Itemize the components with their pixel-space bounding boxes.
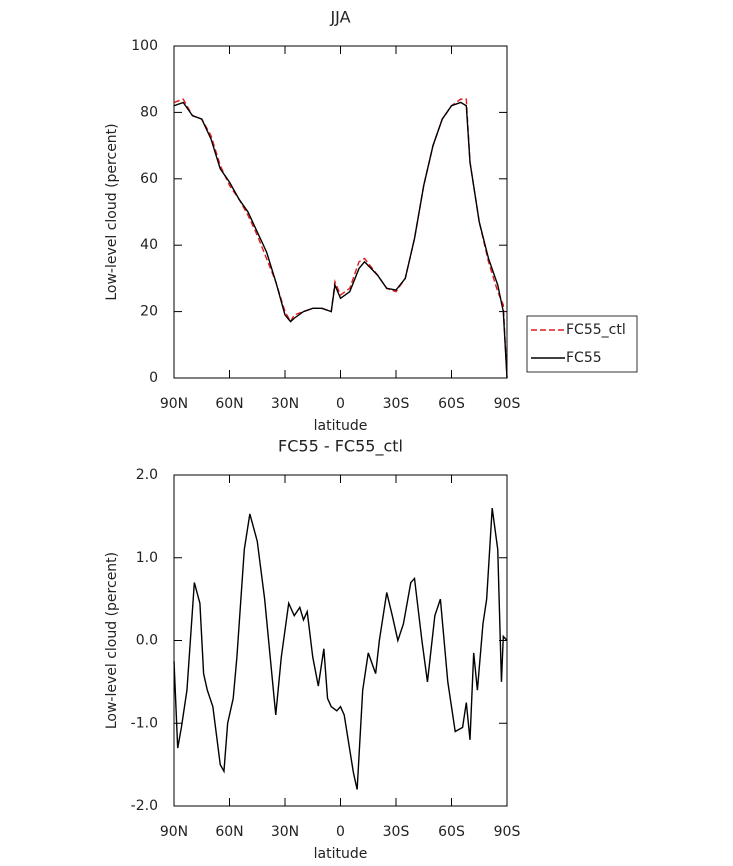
x-tick-label: 90N	[160, 824, 188, 840]
x-tick-label: 60S	[438, 824, 465, 840]
y-tick-label: 0.0	[136, 633, 158, 649]
x-axis-label: latitude	[314, 846, 368, 862]
series-line	[173, 101, 508, 379]
x-tick-label: 30S	[383, 824, 410, 840]
chart-title: JJA	[329, 8, 350, 27]
x-tick-label: 90S	[494, 824, 521, 840]
y-tick-label: 2.0	[136, 467, 158, 483]
legend-box	[526, 315, 638, 373]
y-tick-label: 40	[140, 237, 158, 253]
y-tick-label: 60	[140, 171, 158, 187]
y-axis-label: Low-level cloud (percent)	[104, 552, 120, 729]
x-tick-label: 30S	[383, 396, 410, 412]
x-tick-label: 90S	[494, 396, 521, 412]
y-tick-label: 80	[140, 104, 158, 120]
y-tick-label: 20	[140, 304, 158, 320]
plot-frame	[173, 474, 508, 807]
legend-label: FC55	[566, 350, 602, 366]
x-tick-label: 30N	[271, 396, 299, 412]
x-tick-label: 90N	[160, 396, 188, 412]
y-tick-label: -2.0	[131, 798, 158, 814]
y-tick-label: 0	[149, 370, 158, 386]
x-tick-label: 30N	[271, 824, 299, 840]
y-tick-label: 1.0	[136, 550, 158, 566]
chart-title: FC55 - FC55_ctl	[278, 437, 403, 457]
x-tick-label: 0	[336, 824, 345, 840]
series-line	[173, 508, 508, 790]
x-tick-label: 0	[336, 396, 345, 412]
x-tick-label: 60N	[215, 824, 243, 840]
x-tick-label: 60N	[215, 396, 243, 412]
x-tick-label: 60S	[438, 396, 465, 412]
y-tick-label: -1.0	[131, 715, 158, 731]
series-line	[173, 98, 508, 379]
y-tick-label: 100	[131, 38, 158, 54]
y-axis-label: Low-level cloud (percent)	[104, 123, 120, 300]
plot-frame	[173, 45, 508, 379]
legend-label: FC55_ctl	[566, 322, 626, 338]
x-axis-label: latitude	[314, 418, 368, 434]
